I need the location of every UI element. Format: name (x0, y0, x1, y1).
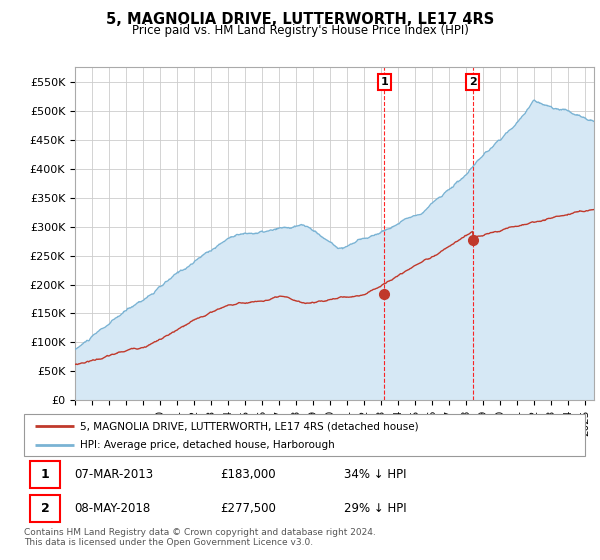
Text: 2: 2 (469, 77, 476, 87)
Text: £183,000: £183,000 (220, 468, 276, 481)
FancyBboxPatch shape (29, 461, 61, 488)
Text: 34% ↓ HPI: 34% ↓ HPI (344, 468, 406, 481)
Text: 2: 2 (41, 502, 49, 515)
Text: 1: 1 (41, 468, 49, 481)
Text: 5, MAGNOLIA DRIVE, LUTTERWORTH, LE17 4RS: 5, MAGNOLIA DRIVE, LUTTERWORTH, LE17 4RS (106, 12, 494, 27)
Text: HPI: Average price, detached house, Harborough: HPI: Average price, detached house, Harb… (80, 440, 335, 450)
Text: Price paid vs. HM Land Registry's House Price Index (HPI): Price paid vs. HM Land Registry's House … (131, 24, 469, 37)
Text: 29% ↓ HPI: 29% ↓ HPI (344, 502, 406, 515)
Text: 1: 1 (380, 77, 388, 87)
FancyBboxPatch shape (29, 494, 61, 522)
Text: £277,500: £277,500 (220, 502, 276, 515)
Text: 5, MAGNOLIA DRIVE, LUTTERWORTH, LE17 4RS (detached house): 5, MAGNOLIA DRIVE, LUTTERWORTH, LE17 4RS… (80, 421, 419, 431)
Text: Contains HM Land Registry data © Crown copyright and database right 2024.
This d: Contains HM Land Registry data © Crown c… (24, 528, 376, 548)
Text: 07-MAR-2013: 07-MAR-2013 (74, 468, 154, 481)
FancyBboxPatch shape (24, 414, 585, 456)
Text: 08-MAY-2018: 08-MAY-2018 (74, 502, 151, 515)
